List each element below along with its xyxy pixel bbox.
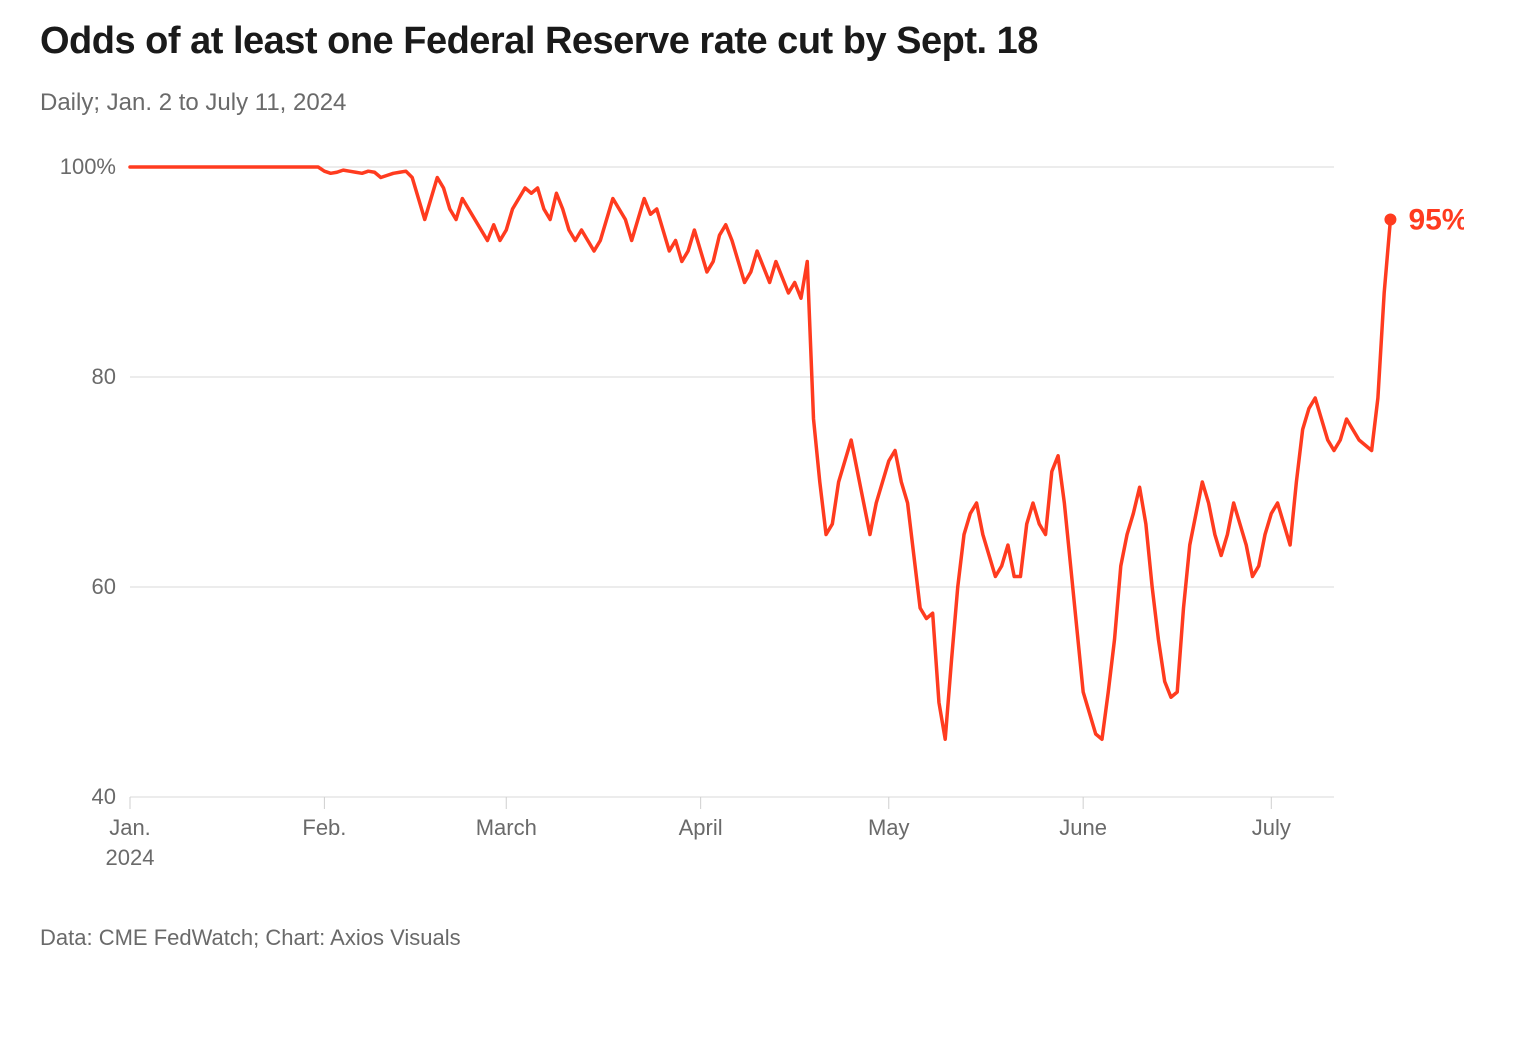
line-chart: 40 60 80 100% Jan. 2024 Feb. March April May June J… [40, 157, 1464, 897]
x-axis-label: July [1252, 815, 1291, 840]
y-axis-label: 100% [60, 157, 116, 179]
data-line [130, 167, 1390, 739]
chart-subtitle: Daily; Jan. 2 to July 11, 2024 [40, 89, 1464, 117]
chart-footer: Data: CME FedWatch; Chart: Axios Visuals [40, 925, 1464, 951]
y-axis-label: 60 [92, 574, 116, 599]
y-axis-label: 40 [92, 784, 116, 809]
x-axis-label: April [679, 815, 723, 840]
x-axis-sublabel: 2024 [106, 845, 155, 870]
x-axis-label: May [868, 815, 910, 840]
y-axis-label: 80 [92, 364, 116, 389]
end-value-label: 95% [1408, 204, 1464, 237]
end-marker [1384, 214, 1396, 226]
chart-title: Odds of at least one Federal Reserve rat… [40, 20, 1464, 63]
x-axis-label: March [476, 815, 537, 840]
x-axis-label: Feb. [302, 815, 346, 840]
x-axis-label: June [1059, 815, 1107, 840]
chart-svg: 40 60 80 100% Jan. 2024 Feb. March April May June J… [40, 157, 1464, 897]
x-axis-label: Jan. [109, 815, 151, 840]
